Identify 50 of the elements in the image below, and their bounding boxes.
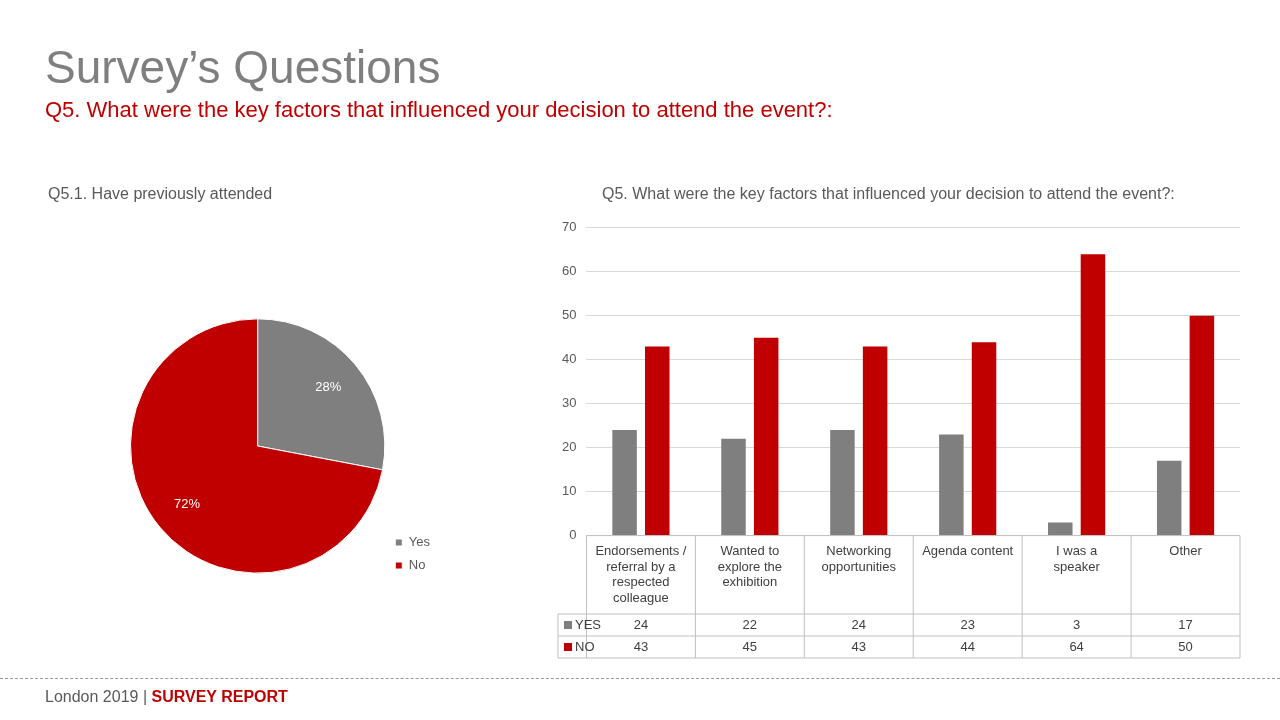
y-tick-label: 10: [561, 483, 577, 499]
text: Q5. What were the key factors that influenced your decision to attend the event?:: [45, 97, 833, 123]
y-tick-label: 40: [561, 351, 577, 367]
bar: [645, 346, 670, 536]
y-tick-label: 70: [561, 219, 577, 235]
y-tick-label: 30: [561, 395, 577, 411]
x-tick-label: Wanted to explore the exhibition: [717, 542, 783, 590]
y-tick-label: 50: [561, 307, 577, 323]
bar: [1048, 522, 1073, 536]
bar: [971, 342, 997, 536]
data-label: 64: [1069, 638, 1084, 654]
bar: [1080, 254, 1106, 536]
bar: [1156, 460, 1182, 536]
x-tick-label: Endorsements / referral by a respected colleague: [595, 542, 687, 605]
data-label: 72%: [174, 495, 201, 511]
bar: [939, 434, 964, 536]
y-tick-label: 60: [561, 263, 577, 279]
data-label: 22: [742, 616, 758, 632]
bar: [830, 430, 855, 536]
text: London 2019 |: [45, 688, 148, 705]
x-tick-label: Agenda content: [922, 542, 1014, 558]
chart-title: Q5.1. Have previously attended: [48, 185, 273, 203]
text: Survey’s Questions: [45, 40, 441, 94]
data-label: 45: [742, 638, 758, 654]
x-tick-label: Other: [1169, 542, 1203, 558]
bar: [1189, 315, 1215, 536]
legend-label: No: [408, 557, 426, 573]
y-tick-label: 0: [569, 527, 577, 543]
text: SURVEY REPORT: [151, 688, 288, 705]
y-tick-label: 20: [561, 439, 577, 455]
x-tick-label: Networking opportunities: [821, 542, 897, 574]
data-label: 28%: [315, 379, 342, 395]
bar: [753, 337, 779, 536]
x-tick-label: I was a speaker: [1053, 542, 1101, 574]
legend-label: Yes: [408, 534, 431, 550]
data-label: 24: [851, 616, 866, 632]
legend-label: NO: [575, 638, 595, 654]
chart-title: Q5. What were the key factors that influenced your decision to attend the event?:: [602, 185, 1175, 203]
data-label: 43: [851, 638, 866, 654]
data-label: 23: [960, 616, 975, 632]
bar: [721, 438, 746, 536]
data-label: 3: [1073, 616, 1081, 632]
legend-label: YES: [575, 616, 602, 632]
data-label: 50: [1178, 638, 1193, 654]
data-label: 43: [633, 638, 649, 654]
data-label: 44: [960, 638, 975, 654]
data-label: 24: [633, 616, 649, 632]
data-label: 17: [1178, 616, 1193, 632]
bar: [862, 346, 888, 536]
bar: [612, 430, 637, 536]
